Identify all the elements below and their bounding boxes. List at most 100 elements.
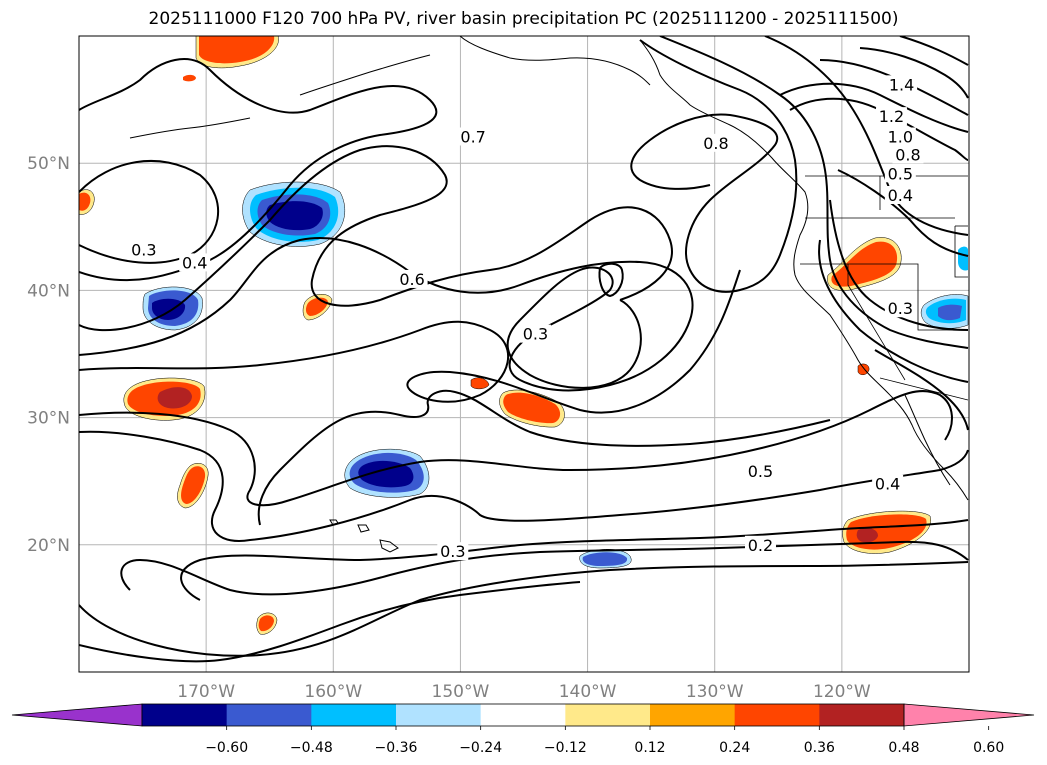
positive-anomaly-area [183, 36, 279, 82]
pv-contour-line [79, 145, 673, 332]
pv-contour-line [120, 540, 969, 596]
contour-label: 0.4 [888, 186, 913, 205]
pv-contour-line [659, 36, 969, 349]
coastline [129, 117, 251, 139]
contour-label: 0.3 [523, 325, 548, 344]
lon-tick-label: 140°W [559, 682, 617, 702]
border-line [954, 226, 968, 278]
pv-contour-line [79, 430, 969, 542]
lon-tick-label: 170°W [177, 682, 235, 702]
negative-anomaly-area [344, 448, 430, 498]
pv-contour-line [79, 390, 953, 507]
contour-label-bg [875, 107, 907, 126]
contour-label: 0.8 [703, 134, 728, 153]
pv-contour-line [79, 561, 969, 657]
contour-label: 1.2 [879, 107, 904, 126]
contour-label: 0.3 [440, 542, 465, 561]
colorbar-segment [565, 704, 651, 726]
colorbar-segment [819, 704, 905, 726]
positive-anomaly-area [79, 189, 95, 215]
pv-contour-line [79, 58, 438, 282]
contour-label: 0.6 [399, 270, 424, 289]
pv-contour-line [779, 82, 969, 133]
colorbar-segment [396, 704, 482, 726]
contour-label: 0.7 [460, 127, 485, 146]
contour-label-bg [457, 127, 489, 146]
lon-tick-label: 150°W [432, 682, 490, 702]
colorbar-segment [142, 704, 228, 726]
coastlines [129, 36, 969, 553]
contour-label-bg [519, 324, 551, 343]
colorbar-tick-label: 0.60 [973, 740, 1004, 756]
coastline [299, 54, 431, 96]
colorbar-tick-label: 0.24 [719, 740, 750, 756]
positive-anomaly-area [842, 510, 932, 554]
colorbar-tick-label: 0.36 [804, 740, 835, 756]
lat-tick-label: 50°N [27, 154, 70, 174]
pv-contour-line [630, 39, 798, 293]
contour-label-bg [872, 474, 904, 493]
contour-label: 0.5 [888, 164, 913, 183]
pv-contour-line [257, 389, 831, 526]
coastline [904, 394, 951, 486]
contour-label: 0.4 [182, 253, 207, 272]
pv-contour-line [180, 519, 969, 601]
contour-label-bg [886, 75, 918, 94]
contour-label-bg [744, 462, 776, 481]
negative-anomaly-area [242, 181, 346, 247]
contour-label-bg [700, 133, 732, 152]
colorbar-extend-low [11, 703, 143, 727]
lat-tick-label: 40°N [27, 281, 70, 301]
contour-label: 0.4 [875, 475, 900, 494]
lat-tick-label: 30°N [27, 409, 70, 429]
border-line [800, 263, 968, 331]
colorbar-tick-label: −0.48 [290, 740, 333, 756]
contour-label-bg [128, 240, 160, 259]
pv-contour-line [818, 239, 969, 383]
colorbar-segment [311, 704, 397, 726]
colorbar-outline [141, 703, 905, 727]
contour-label: 0.5 [748, 462, 773, 481]
latitude-labels: 50°N 40°N 30°N 20°N [27, 154, 70, 556]
pv-contour-line [837, 169, 969, 257]
lon-tick-label: 130°W [686, 682, 744, 702]
pv-contour-line [79, 160, 219, 264]
colorbar-segment [734, 704, 820, 726]
colorbar-tick-label: −0.24 [459, 740, 502, 756]
colorbar-segment [650, 704, 736, 726]
colorbar-tick-label: −0.60 [205, 740, 248, 756]
chart-title: 2025111000 F120 700 hPa PV, river basin … [148, 9, 899, 29]
border-line [879, 377, 969, 401]
pv-contour-line [79, 581, 581, 663]
contour-label-bg [884, 164, 916, 183]
colorbar-extend-high [903, 703, 1035, 727]
positive-anomaly-area [256, 612, 278, 635]
longitude-labels: 170°W 160°W 150°W 140°W 130°W 120°W [177, 682, 871, 702]
contour-label-bg [892, 145, 924, 164]
colorbar-tick-label: 0.12 [634, 740, 665, 756]
coastline [639, 39, 969, 501]
negative-anomaly-area [920, 246, 969, 329]
pv-contour-line [79, 237, 694, 392]
pv-contour-line [598, 262, 624, 298]
contour-label: 0.8 [895, 145, 920, 164]
contour-label: 1.4 [889, 75, 914, 94]
political-borders [800, 175, 969, 401]
contour-label-bg [179, 253, 211, 272]
pv-contour-line [899, 36, 969, 66]
pv-contour-line [829, 199, 969, 331]
contour-label-bg [884, 186, 916, 204]
contour-label: 0.2 [748, 536, 773, 555]
lon-tick-label: 120°W [813, 682, 871, 702]
positive-anomaly-area [123, 377, 206, 421]
lat-tick-label: 20°N [27, 536, 70, 556]
pv-contour-line [874, 349, 969, 431]
border-line [847, 264, 906, 381]
gridlines [79, 36, 969, 672]
contour-label: 1.0 [888, 127, 913, 146]
colorbar: −0.60 −0.48 −0.36 −0.24 −0.12 0.12 0.24 0.36 0.4… [11, 703, 1035, 756]
colorbar-segment [480, 704, 566, 726]
colorbar-segment [226, 704, 312, 726]
contour-label-bg [744, 535, 776, 554]
